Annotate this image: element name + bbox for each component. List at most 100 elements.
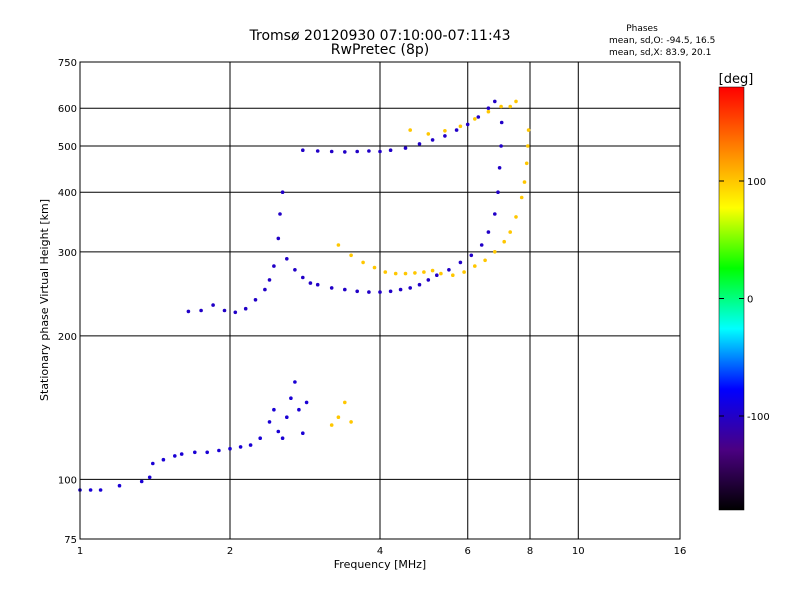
data-point (139, 479, 144, 484)
data-point (493, 99, 497, 104)
data-point (349, 253, 353, 258)
colorbar-label: [deg] (719, 72, 754, 87)
phases-heading: Phases (626, 24, 658, 34)
data-point (276, 429, 281, 434)
data-point (293, 380, 297, 384)
y-axis-ticks: 75 100 200 300 400 500 600 750 (58, 58, 77, 546)
data-point (355, 289, 360, 294)
data-point (443, 129, 447, 133)
y-axis-label: Stationary phase Virtual Height [km] (38, 199, 51, 401)
data-point (88, 488, 93, 492)
data-point (499, 144, 503, 148)
data-point (355, 149, 360, 154)
data-point (329, 423, 334, 427)
data-point (199, 308, 203, 313)
data-point (408, 286, 413, 290)
x-tick-label: 2 (227, 546, 233, 557)
data-point (248, 443, 253, 447)
data-point (361, 260, 365, 265)
chart-title: Tromsø 20120930 07:10:00-07:11:43 (249, 28, 511, 44)
data-point (343, 150, 347, 154)
x-tick-label: 10 (572, 546, 585, 557)
data-point (367, 149, 371, 153)
data-point (343, 400, 347, 405)
y-tick-label: 300 (58, 248, 77, 259)
data-point (493, 250, 497, 254)
data-point (315, 149, 320, 153)
data-point (336, 243, 341, 247)
data-point (393, 271, 398, 276)
data-point (315, 282, 320, 287)
data-point (336, 415, 341, 420)
data-point (422, 270, 426, 274)
data-point (349, 420, 353, 424)
data-point (413, 271, 417, 275)
colorbar-tick-label: -100 (747, 412, 770, 423)
data-point (514, 99, 518, 104)
data-point (280, 436, 285, 441)
data-point (329, 149, 334, 154)
data-point (272, 407, 276, 412)
x-axis-label: Frequency [MHz] (334, 558, 426, 571)
grid-lines (80, 62, 680, 539)
data-point (447, 268, 451, 272)
data-point (222, 308, 227, 313)
colorbar-tick-label: 100 (747, 177, 766, 188)
data-point (473, 117, 477, 121)
phases-o-stats: mean, sd,O: -94.5, 16.5 (609, 36, 715, 46)
data-point (522, 180, 527, 184)
data-point (476, 115, 481, 119)
data-point (238, 445, 243, 449)
data-point (493, 212, 497, 216)
data-point (280, 190, 285, 194)
y-tick-label: 200 (58, 332, 77, 343)
y-tick-label: 100 (58, 475, 77, 486)
data-point (508, 230, 512, 234)
data-point (417, 282, 422, 287)
data-point (285, 257, 289, 261)
data-point (439, 271, 443, 276)
data-point (524, 161, 529, 166)
data-point (304, 400, 309, 405)
data-point (253, 298, 258, 302)
data-point (173, 454, 177, 458)
data-point (473, 264, 477, 268)
data-point (486, 230, 491, 234)
data-point (388, 148, 393, 152)
data-point (526, 128, 531, 132)
plot-frame (79, 61, 681, 540)
data-point (408, 128, 413, 132)
data-point (417, 142, 422, 146)
data-point (458, 124, 463, 129)
data-point (98, 488, 103, 492)
data-point (267, 278, 272, 282)
data-point (496, 190, 500, 194)
data-point (502, 239, 507, 244)
data-point (403, 146, 408, 150)
data-point (367, 290, 371, 294)
data-point (526, 144, 530, 148)
data-point (161, 457, 166, 462)
data-point (243, 306, 248, 311)
data-point (301, 275, 305, 280)
y-tick-label: 600 (58, 104, 77, 115)
data-point (499, 120, 504, 125)
data-point (301, 431, 305, 436)
data-point (383, 270, 388, 274)
data-point (293, 268, 297, 272)
data-point (398, 287, 403, 292)
x-tick-label: 4 (377, 546, 383, 557)
data-point (186, 309, 191, 314)
data-point (278, 212, 282, 216)
data-point (267, 420, 272, 424)
data-points (78, 99, 531, 492)
data-point (217, 448, 221, 453)
data-point (497, 166, 502, 170)
data-point (462, 270, 466, 274)
data-point (443, 134, 447, 138)
x-tick-label: 1 (77, 546, 83, 557)
data-point (499, 104, 503, 109)
data-point (258, 436, 263, 441)
